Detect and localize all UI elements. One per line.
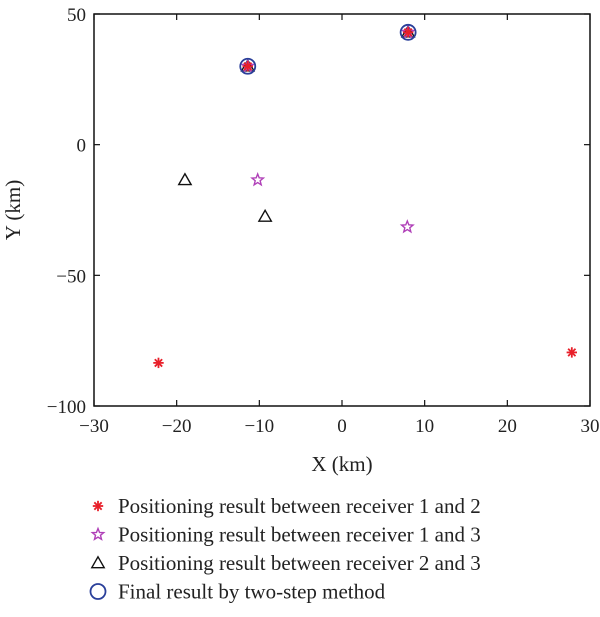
legend-label: Positioning result between receiver 2 an… — [118, 551, 481, 575]
circle-shape — [89, 583, 107, 600]
legend-label: Final result by two-step method — [118, 580, 386, 604]
data-point-star — [399, 219, 415, 234]
circle-shape — [399, 23, 417, 41]
data-point-triangle — [177, 172, 193, 186]
legend-marker-triangle — [90, 555, 106, 569]
circle-shape — [239, 57, 257, 75]
legend-marker-circle — [89, 583, 107, 600]
asterisk-stroke — [243, 61, 253, 71]
data-point-star — [250, 172, 266, 187]
x-tick-label: −30 — [79, 416, 109, 437]
legend-marker-asterisk — [92, 500, 104, 512]
legend-label: Positioning result between receiver 1 an… — [118, 494, 481, 518]
x-axis-label: X (km) — [311, 452, 372, 476]
x-tick-label: −20 — [162, 416, 192, 437]
data-point-circle — [239, 57, 257, 75]
star-shape — [399, 219, 415, 234]
data-point-circle — [399, 23, 417, 41]
y-tick-label: 50 — [67, 5, 86, 26]
asterisk-stroke — [567, 348, 577, 357]
y-tick-label: 0 — [77, 136, 87, 157]
plot-frame — [93, 13, 591, 407]
x-tick-label: 10 — [415, 416, 434, 437]
data-point-asterisk — [402, 27, 414, 38]
asterisk-stroke — [93, 501, 103, 511]
triangle-shape — [257, 208, 273, 222]
triangle-shape — [177, 172, 193, 186]
star-shape — [90, 526, 106, 541]
legend: Positioning result between receiver 1 an… — [89, 494, 481, 604]
legend-item: Positioning result between receiver 2 an… — [90, 551, 481, 575]
plot-marks — [153, 23, 578, 369]
legend-item: Positioning result between receiver 1 an… — [90, 523, 481, 547]
data-point-asterisk — [566, 347, 578, 358]
y-tick-label: −100 — [47, 397, 86, 418]
legend-label: Positioning result between receiver 1 an… — [118, 523, 481, 547]
data-point-asterisk — [242, 61, 253, 72]
asterisk-stroke — [154, 358, 163, 368]
x-tick-label: 20 — [498, 416, 517, 437]
star-shape — [250, 172, 266, 187]
legend-marker-star — [90, 526, 106, 541]
x-tick-label: −10 — [244, 416, 274, 437]
y-tick-label: −50 — [56, 266, 86, 287]
y-axis-label: Y (km) — [1, 180, 25, 240]
legend-item: Final result by two-step method — [89, 580, 386, 604]
legend-item: Positioning result between receiver 1 an… — [92, 494, 481, 518]
data-point-triangle — [257, 208, 273, 222]
triangle-shape — [90, 555, 106, 569]
data-point-asterisk — [153, 357, 164, 369]
x-tick-label: 0 — [337, 416, 347, 437]
x-tick-label: 30 — [581, 416, 600, 437]
asterisk-stroke — [403, 27, 413, 37]
